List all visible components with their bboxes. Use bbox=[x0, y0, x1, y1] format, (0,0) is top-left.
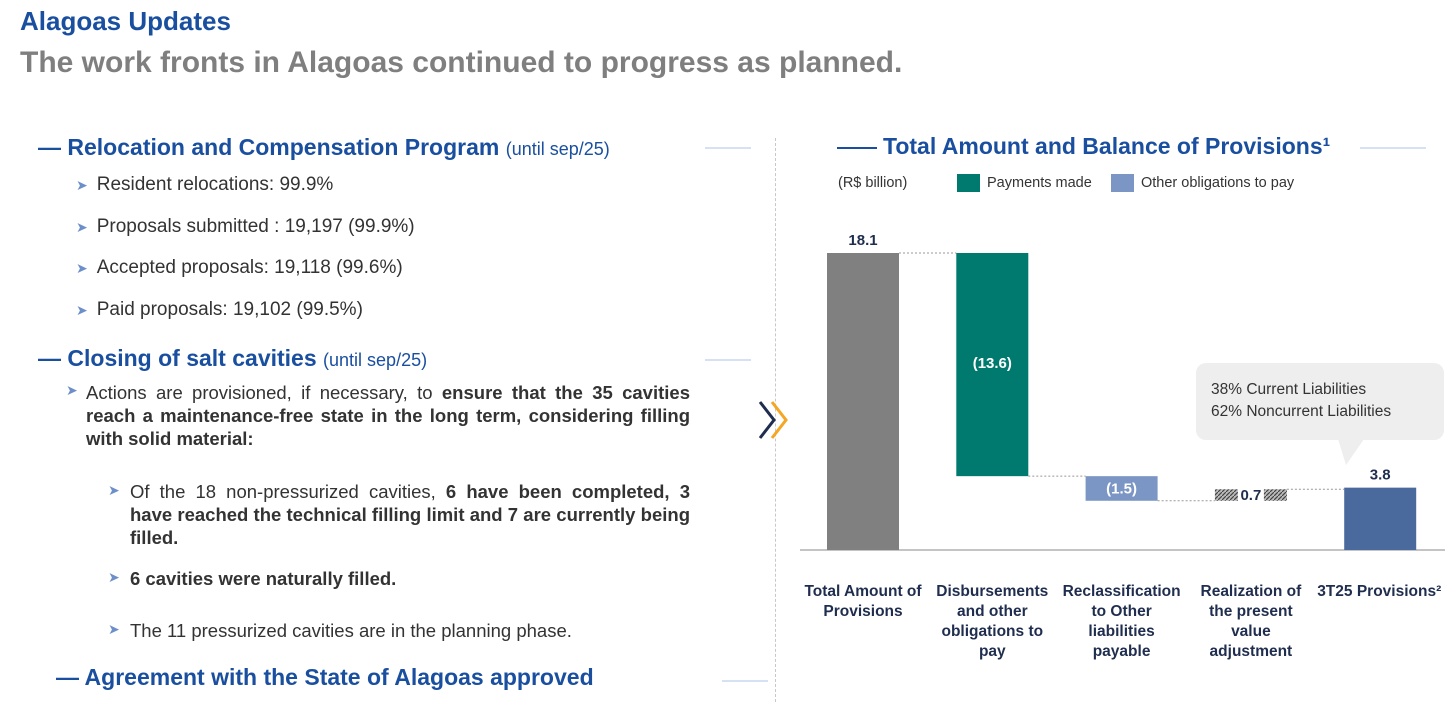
value-label: (13.6) bbox=[973, 355, 1012, 372]
paragraph: The 11 pressurized cavities are in the p… bbox=[130, 619, 690, 642]
text: Of the 18 non-pressurized cavities, bbox=[130, 481, 446, 502]
decoration bbox=[1360, 147, 1426, 149]
value-label: (1.5) bbox=[1106, 480, 1137, 497]
item-text: Proposals submitted : 19,197 (99.9%) bbox=[96, 216, 415, 237]
callout bbox=[1196, 363, 1444, 440]
chart: 18.1 (13.6) (1.5) 0.7 3.8 bbox=[800, 232, 1445, 551]
category-label: Reclassification to Other liabilities pa… bbox=[1062, 583, 1181, 660]
paragraph: Actions are provisioned, if necessary, t… bbox=[86, 381, 690, 450]
section-title: Closing of salt cavities bbox=[67, 345, 317, 371]
category-label: Realization of the present value adjustm… bbox=[1200, 583, 1302, 660]
legend-swatch bbox=[957, 174, 980, 192]
section-heading: — Agreement with the State of Alagoas ap… bbox=[56, 664, 594, 690]
paragraph: 6 cavities were naturally filled. bbox=[130, 567, 690, 590]
category-label: Total Amount of Provisions bbox=[804, 583, 922, 620]
bullet-item: ➤ Proposals submitted : 19,197 (99.9%) bbox=[76, 216, 415, 237]
bullet-item: ➤ Accepted proposals: 19,118 (99.6%) bbox=[76, 257, 403, 278]
callout-tail bbox=[1338, 439, 1364, 465]
category-label: Disbursements and other obligations to p… bbox=[936, 583, 1049, 660]
decoration bbox=[705, 147, 751, 149]
legend-label: Other obligations to pay bbox=[1141, 175, 1295, 191]
text: The 11 pressurized cavities are in the p… bbox=[130, 620, 572, 641]
title: Alagoas Updates bbox=[20, 6, 231, 36]
paragraph: Of the 18 non-pressurized cavities, 6 ha… bbox=[130, 480, 690, 549]
legend-label: Payments made bbox=[987, 175, 1092, 191]
decoration bbox=[705, 359, 751, 361]
item-text: Accepted proposals: 19,118 (99.6%) bbox=[96, 257, 403, 278]
bullet-item: ➤ Resident relocations: 99.9% bbox=[76, 174, 334, 195]
section-title: Agreement with the State of Alagoas appr… bbox=[84, 664, 594, 690]
text: Actions are provisioned, if necessary, t… bbox=[86, 382, 442, 403]
section-note: (until sep/25) bbox=[505, 139, 610, 159]
bullet: ➤ bbox=[108, 482, 120, 498]
bar bbox=[1085, 476, 1158, 501]
subtitle: The work fronts in Alagoas continued to … bbox=[20, 46, 903, 79]
bullet: ➤ bbox=[66, 382, 78, 398]
value-label: 3.8 bbox=[1370, 467, 1391, 484]
bold-text: 6 have been completed, 3 have reached th… bbox=[130, 481, 690, 548]
legend-swatch bbox=[1111, 174, 1134, 192]
unit-label: (R$ billion) bbox=[838, 175, 908, 191]
item-text: Resident relocations: 99.9% bbox=[96, 174, 334, 195]
bar bbox=[827, 253, 899, 550]
chart-title: Total Amount and Balance of Provisions¹ bbox=[883, 133, 1331, 159]
value-label: 18.1 bbox=[848, 232, 877, 249]
bullet: ➤ bbox=[108, 569, 120, 585]
section-title: Relocation and Compensation Program bbox=[67, 134, 500, 160]
section-heading: — Closing of salt cavities (until sep/25… bbox=[38, 345, 428, 371]
chevron-icon bbox=[758, 401, 788, 439]
section-heading: — Relocation and Compensation Program (u… bbox=[38, 134, 610, 160]
category-label: 3T25 Provisions² bbox=[1317, 583, 1442, 600]
bar bbox=[1344, 487, 1417, 550]
decoration bbox=[722, 680, 768, 682]
annotation: 38% Current Liabilities bbox=[1211, 381, 1367, 398]
value-label: 0.7 bbox=[1240, 487, 1261, 504]
bullet-item: ➤ Paid proposals: 19,102 (99.5%) bbox=[76, 299, 363, 320]
bold-text: 6 cavities were naturally filled. bbox=[130, 568, 397, 589]
bar bbox=[956, 253, 1029, 477]
section-note: (until sep/25) bbox=[323, 350, 428, 370]
bullet: ➤ bbox=[108, 621, 120, 637]
label-background bbox=[1237, 485, 1264, 506]
annotation: 62% Noncurrent Liabilities bbox=[1211, 403, 1392, 420]
decoration bbox=[837, 147, 877, 149]
bold-text: ensure that the 35 cavities reach a main… bbox=[86, 382, 690, 449]
item-text: Paid proposals: 19,102 (99.5%) bbox=[96, 299, 363, 320]
